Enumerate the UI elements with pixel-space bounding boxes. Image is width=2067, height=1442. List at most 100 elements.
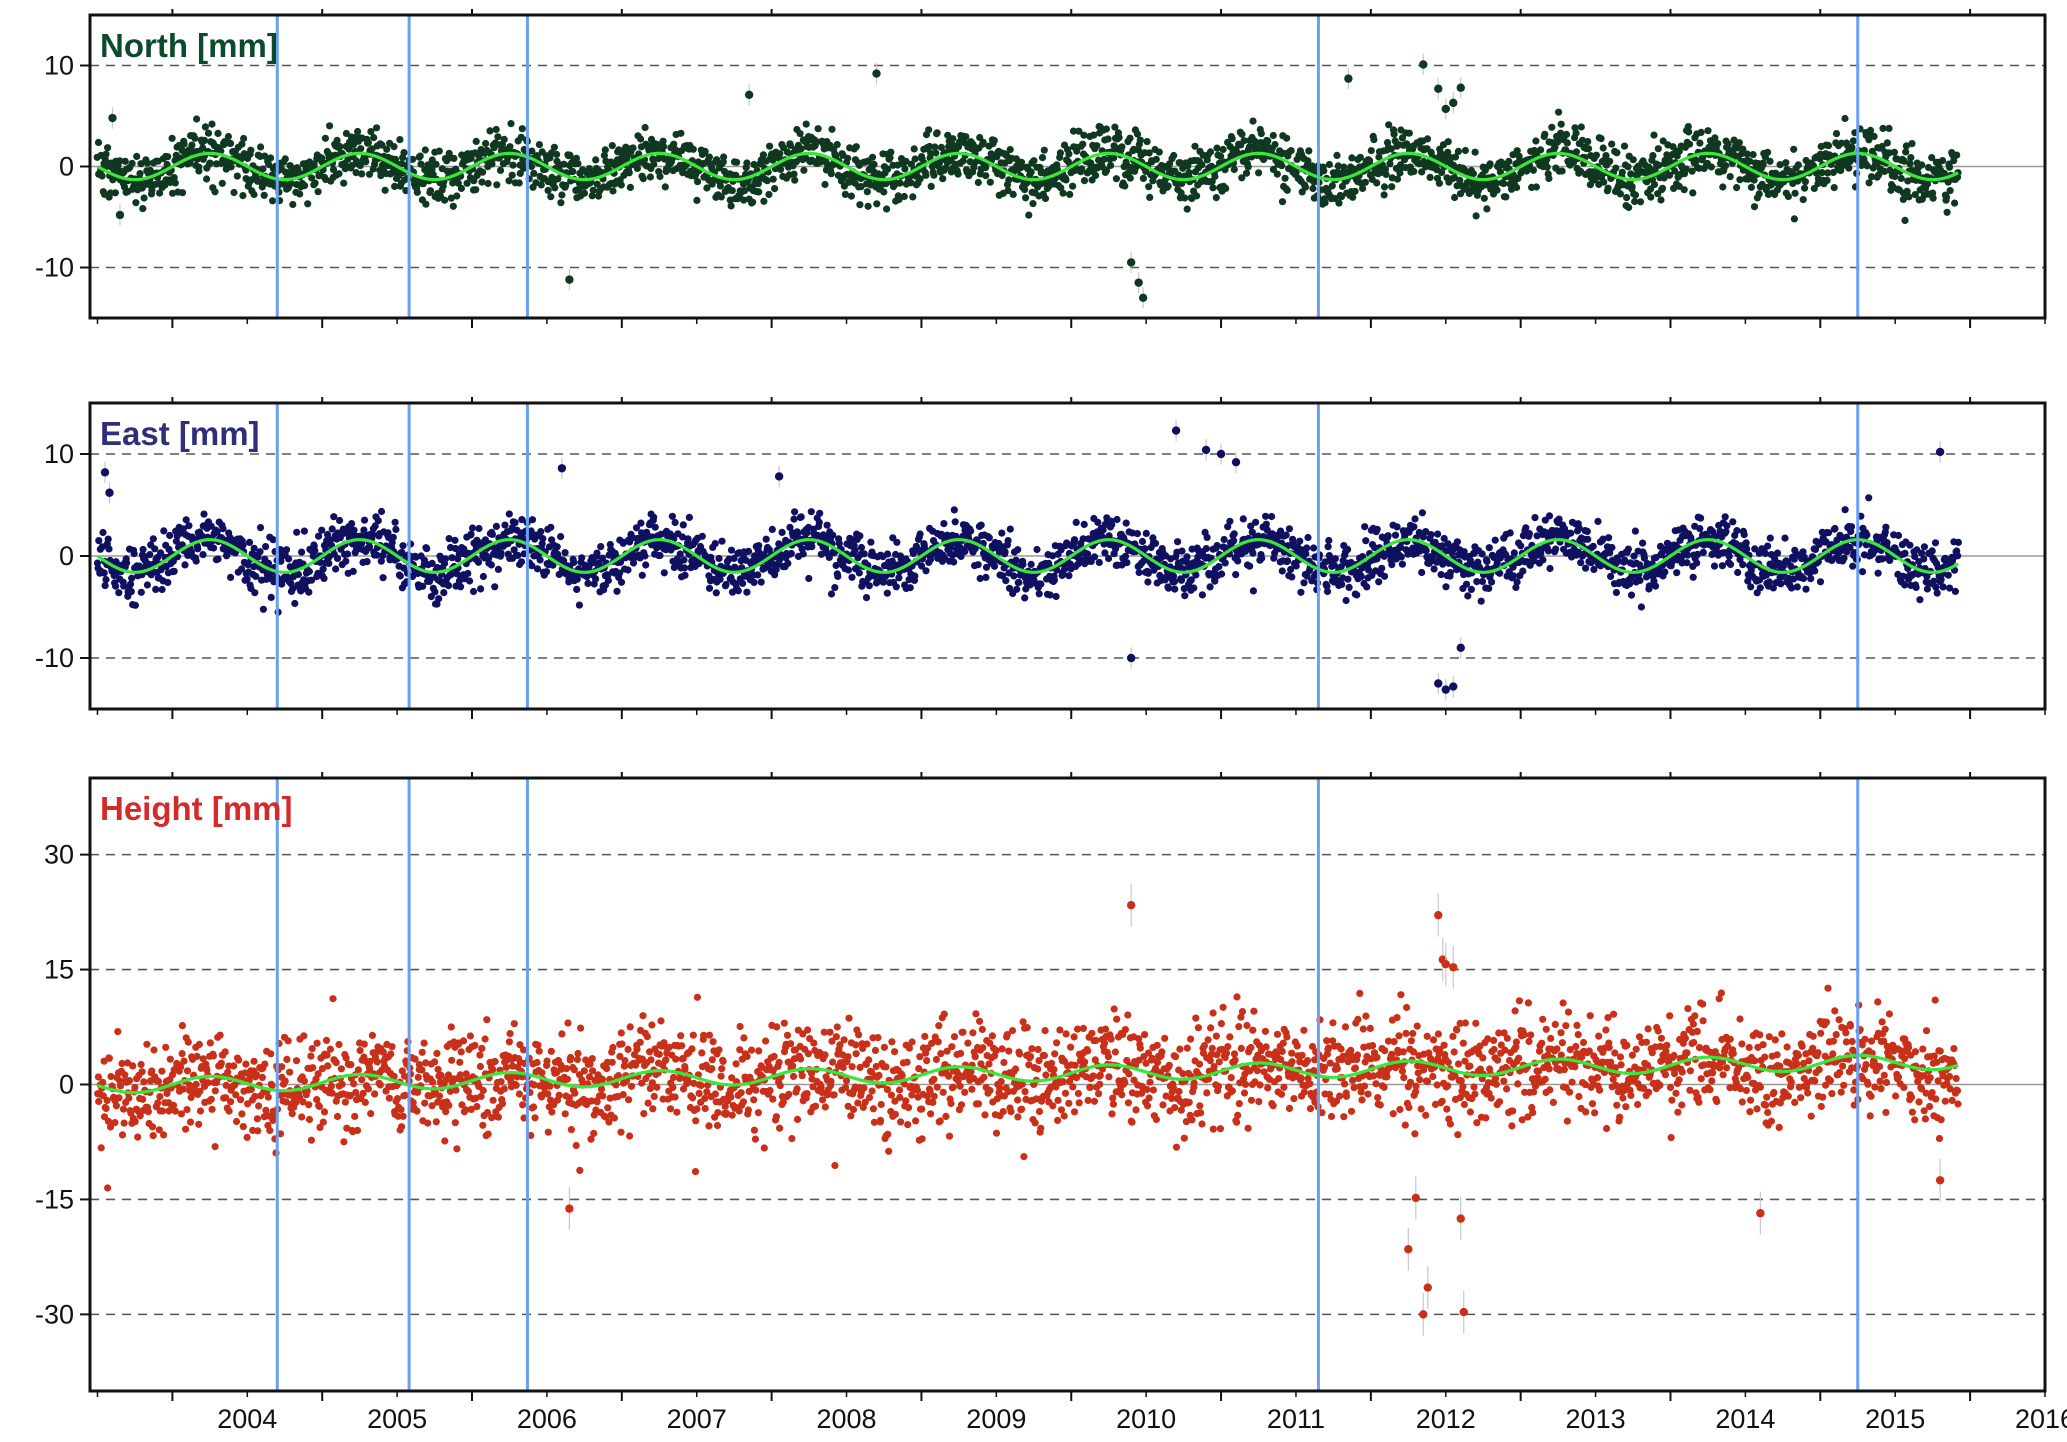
- data-point: [743, 159, 751, 167]
- data-point: [198, 532, 206, 540]
- data-point: [133, 152, 141, 160]
- data-point: [1906, 160, 1914, 168]
- data-point: [740, 196, 748, 204]
- data-point: [670, 140, 678, 148]
- data-point: [180, 140, 188, 148]
- data-point: [1636, 576, 1644, 585]
- data-point: [148, 186, 156, 194]
- data-point: [1331, 555, 1339, 563]
- data-point: [1544, 547, 1552, 555]
- data-point: [944, 131, 952, 139]
- data-point: [164, 578, 172, 587]
- data-point: [961, 548, 969, 556]
- data-point: [1543, 156, 1551, 164]
- data-point: [828, 125, 836, 133]
- data-point: [1072, 518, 1080, 527]
- data-point: [848, 535, 856, 543]
- data-point: [1711, 134, 1719, 142]
- data-point: [251, 589, 259, 597]
- data-point: [1017, 158, 1026, 166]
- data-point: [895, 195, 903, 204]
- data-point: [373, 124, 381, 132]
- data-point: [1136, 136, 1144, 144]
- data-point: [474, 558, 483, 566]
- data-point: [1004, 537, 1012, 545]
- data-point: [584, 579, 592, 588]
- data-point: [1485, 544, 1493, 552]
- data-point: [1608, 543, 1616, 552]
- data-point: [1462, 184, 1470, 192]
- data-point: [160, 527, 168, 535]
- data-point: [1002, 577, 1010, 585]
- data-point: [1721, 513, 1729, 521]
- data-point: [1033, 545, 1041, 554]
- data-point: [335, 170, 343, 178]
- data-point: [269, 536, 277, 544]
- data-point: [333, 136, 341, 144]
- data-point: [1531, 514, 1539, 522]
- data-point: [1513, 578, 1521, 586]
- data-point: [383, 145, 391, 153]
- data-point: [734, 587, 742, 595]
- data-point: [1118, 143, 1126, 151]
- data-point: [491, 583, 499, 591]
- data-point: [432, 160, 440, 168]
- data-point: [515, 179, 523, 187]
- data-point: [1230, 530, 1238, 538]
- data-point: [1823, 176, 1831, 184]
- data-point: [864, 574, 873, 582]
- data-point: [778, 528, 786, 537]
- data-point: [1469, 170, 1477, 178]
- data-point: [492, 522, 500, 531]
- data-point: [1144, 578, 1152, 586]
- data-point: [304, 200, 312, 208]
- data-point: [102, 150, 110, 158]
- data-point: [1629, 156, 1637, 164]
- data-point: [660, 569, 668, 577]
- data-point: [1572, 148, 1580, 156]
- data-point: [1145, 149, 1153, 157]
- data-point: [601, 146, 609, 154]
- outlier-point: [115, 210, 125, 220]
- data-point: [285, 555, 293, 563]
- data-point: [101, 582, 109, 590]
- data-point: [518, 125, 526, 133]
- data-point: [1141, 545, 1149, 553]
- data-point: [1155, 148, 1163, 156]
- data-point: [1699, 548, 1707, 557]
- data-point: [1461, 146, 1469, 155]
- outlier-point: [1441, 104, 1450, 114]
- data-point: [787, 549, 795, 558]
- data-point: [1258, 554, 1266, 562]
- data-point: [1682, 165, 1690, 173]
- data-point: [1515, 152, 1523, 160]
- data-point: [143, 159, 152, 167]
- data-point: [796, 130, 804, 138]
- data-point: [1866, 126, 1875, 134]
- data-point: [1689, 189, 1697, 197]
- data-point: [1324, 543, 1332, 551]
- data-point: [1650, 131, 1658, 139]
- data-point: [1478, 550, 1486, 558]
- data-point: [1288, 573, 1296, 581]
- y-tick-label: 0: [59, 152, 74, 182]
- data-point: [1612, 164, 1620, 172]
- data-point: [1438, 168, 1446, 177]
- data-point: [650, 513, 658, 521]
- data-point: [848, 573, 856, 581]
- data-point: [374, 517, 382, 525]
- data-point: [832, 561, 840, 570]
- data-point: [1657, 196, 1665, 204]
- data-point: [1115, 133, 1123, 142]
- data-point: [1052, 592, 1060, 601]
- data-point: [916, 175, 924, 183]
- data-point: [1532, 183, 1540, 191]
- data-point: [517, 558, 526, 566]
- data-point: [1396, 169, 1404, 177]
- data-point: [727, 546, 736, 554]
- data-point: [1523, 167, 1531, 175]
- data-point: [1268, 512, 1276, 521]
- data-point: [1911, 191, 1919, 199]
- data-point: [676, 550, 684, 558]
- data-point: [435, 147, 443, 155]
